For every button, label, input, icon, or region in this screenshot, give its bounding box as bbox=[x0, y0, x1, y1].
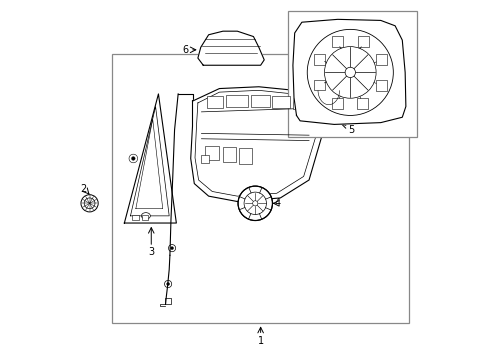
Circle shape bbox=[252, 201, 257, 206]
Bar bbox=[313, 54, 324, 65]
Polygon shape bbox=[198, 31, 264, 65]
Text: 2: 2 bbox=[81, 184, 87, 194]
Bar bbox=[292, 98, 305, 109]
Bar bbox=[332, 36, 343, 47]
Bar bbox=[287, 12, 416, 137]
Circle shape bbox=[345, 67, 355, 78]
Text: 3: 3 bbox=[148, 247, 154, 257]
Polygon shape bbox=[190, 87, 323, 202]
Polygon shape bbox=[292, 19, 405, 125]
Bar bbox=[331, 98, 342, 109]
Bar bbox=[223, 147, 235, 162]
Ellipse shape bbox=[141, 213, 150, 219]
Text: 4: 4 bbox=[274, 198, 280, 208]
Circle shape bbox=[131, 157, 135, 160]
Text: 1: 1 bbox=[257, 336, 263, 346]
Circle shape bbox=[170, 247, 173, 249]
Bar bbox=[112, 54, 408, 323]
Bar bbox=[206, 96, 223, 108]
Bar bbox=[272, 96, 290, 108]
Bar bbox=[225, 95, 247, 107]
Bar bbox=[204, 146, 219, 160]
Polygon shape bbox=[124, 94, 176, 223]
Circle shape bbox=[166, 283, 169, 285]
Bar bbox=[131, 215, 139, 220]
Bar bbox=[357, 36, 368, 47]
Bar bbox=[313, 80, 324, 90]
Circle shape bbox=[238, 186, 272, 221]
Bar bbox=[375, 80, 386, 91]
Bar bbox=[239, 148, 251, 164]
Bar bbox=[201, 155, 208, 163]
Text: 5: 5 bbox=[347, 125, 353, 135]
Bar bbox=[357, 98, 367, 109]
Text: 6: 6 bbox=[182, 45, 188, 55]
Bar bbox=[142, 215, 147, 220]
Bar bbox=[375, 54, 386, 65]
Bar bbox=[250, 95, 269, 107]
Circle shape bbox=[306, 30, 392, 116]
